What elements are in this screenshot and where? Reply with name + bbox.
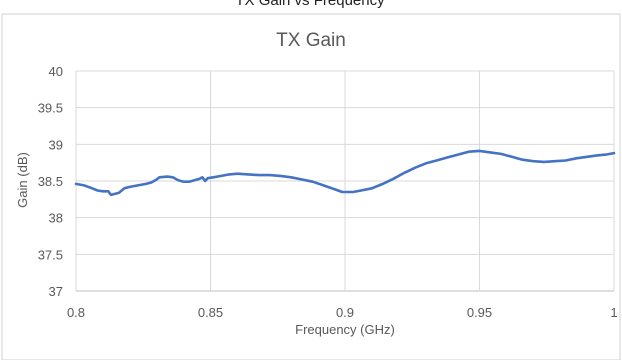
y-tick-label: 37 [49,284,63,299]
x-tick-label: 0.8 [67,305,85,320]
chart-title: TX Gain [276,30,346,51]
y-tick-label: 38 [49,211,63,226]
x-tick-label: 0.95 [467,305,492,320]
y-tick-label: 39.5 [38,101,63,116]
x-axis-tick-labels: 0.8 0.85 0.9 0.95 1 [67,305,618,320]
y-tick-label: 39 [49,137,63,152]
y-tick-label: 40 [49,64,63,79]
series-layer [74,149,616,197]
x-tick-label: 0.85 [198,305,223,320]
gain-series-line [74,149,616,197]
chart-area-border [1,13,621,360]
cropped-header-text: TX Gain vs Frequency [235,0,385,9]
x-tick-label: 1 [610,305,617,320]
x-axis-title: Frequency (GHz) [295,322,395,337]
y-tick-label: 37.5 [38,247,63,262]
gridlines [75,70,615,292]
x-tick-label: 0.9 [336,305,354,320]
y-axis-title: Gain (dB) [15,152,30,208]
y-axis-tick-labels: 37 37.5 38 38.5 39 39.5 40 [38,64,63,299]
y-tick-label: 38.5 [38,174,63,189]
